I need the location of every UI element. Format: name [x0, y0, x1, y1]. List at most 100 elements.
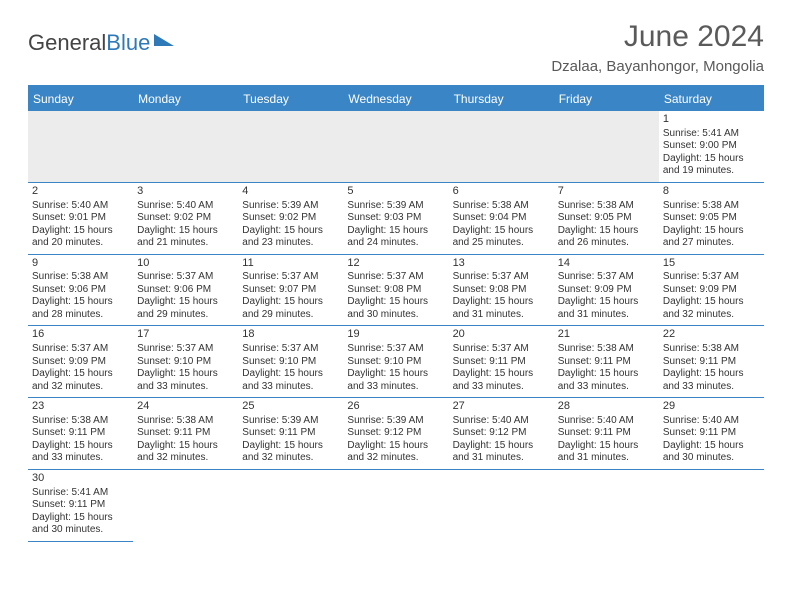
sunset-line: Sunset: 9:11 PM	[242, 427, 339, 440]
daylight-line: Daylight: 15 hours	[137, 440, 234, 453]
daylight-line-2: and 24 minutes.	[347, 237, 444, 250]
daylight-line: Daylight: 15 hours	[453, 296, 550, 309]
day-cell: 8Sunrise: 5:38 AMSunset: 9:05 PMDaylight…	[659, 183, 764, 255]
sunrise-line: Sunrise: 5:39 AM	[347, 200, 444, 213]
sunset-line: Sunset: 9:06 PM	[137, 284, 234, 297]
day-cell: 27Sunrise: 5:40 AMSunset: 9:12 PMDayligh…	[449, 398, 554, 470]
day-number: 3	[137, 185, 234, 199]
day-cell: 19Sunrise: 5:37 AMSunset: 9:10 PMDayligh…	[343, 326, 448, 398]
daylight-line: Daylight: 15 hours	[32, 296, 129, 309]
daylight-line: Daylight: 15 hours	[663, 296, 760, 309]
daylight-line: Daylight: 15 hours	[347, 368, 444, 381]
day-number: 28	[558, 400, 655, 414]
daylight-line: Daylight: 15 hours	[663, 368, 760, 381]
weekday-header: Wednesday	[343, 87, 448, 111]
day-cell: 3Sunrise: 5:40 AMSunset: 9:02 PMDaylight…	[133, 183, 238, 255]
sunset-line: Sunset: 9:10 PM	[347, 356, 444, 369]
daylight-line-2: and 33 minutes.	[347, 381, 444, 394]
day-number: 2	[32, 185, 129, 199]
calendar-grid: SundayMondayTuesdayWednesdayThursdayFrid…	[28, 85, 764, 542]
daylight-line: Daylight: 15 hours	[137, 225, 234, 238]
sunrise-line: Sunrise: 5:41 AM	[32, 487, 129, 500]
daylight-line-2: and 19 minutes.	[663, 165, 760, 178]
daylight-line-2: and 23 minutes.	[242, 237, 339, 250]
day-cell: 17Sunrise: 5:37 AMSunset: 9:10 PMDayligh…	[133, 326, 238, 398]
daylight-line-2: and 30 minutes.	[663, 452, 760, 465]
day-number: 13	[453, 257, 550, 271]
sunset-line: Sunset: 9:12 PM	[453, 427, 550, 440]
daylight-line: Daylight: 15 hours	[558, 296, 655, 309]
sunset-line: Sunset: 9:05 PM	[663, 212, 760, 225]
trailing-empty-cell	[133, 470, 238, 542]
day-cell: 15Sunrise: 5:37 AMSunset: 9:09 PMDayligh…	[659, 255, 764, 327]
daylight-line-2: and 33 minutes.	[32, 452, 129, 465]
daylight-line: Daylight: 15 hours	[558, 440, 655, 453]
daylight-line: Daylight: 15 hours	[137, 296, 234, 309]
day-cell: 28Sunrise: 5:40 AMSunset: 9:11 PMDayligh…	[554, 398, 659, 470]
day-number: 21	[558, 328, 655, 342]
day-cell: 9Sunrise: 5:38 AMSunset: 9:06 PMDaylight…	[28, 255, 133, 327]
daylight-line: Daylight: 15 hours	[242, 225, 339, 238]
blank-cell	[554, 111, 659, 183]
sunset-line: Sunset: 9:10 PM	[137, 356, 234, 369]
day-cell: 30Sunrise: 5:41 AMSunset: 9:11 PMDayligh…	[28, 470, 133, 542]
day-number: 15	[663, 257, 760, 271]
sunrise-line: Sunrise: 5:39 AM	[347, 415, 444, 428]
sunrise-line: Sunrise: 5:37 AM	[453, 343, 550, 356]
day-cell: 14Sunrise: 5:37 AMSunset: 9:09 PMDayligh…	[554, 255, 659, 327]
logo: GeneralBlue	[28, 20, 174, 56]
sunrise-line: Sunrise: 5:37 AM	[137, 343, 234, 356]
daylight-line: Daylight: 15 hours	[347, 225, 444, 238]
sunrise-line: Sunrise: 5:40 AM	[453, 415, 550, 428]
day-number: 10	[137, 257, 234, 271]
sunrise-line: Sunrise: 5:39 AM	[242, 200, 339, 213]
daylight-line-2: and 31 minutes.	[558, 452, 655, 465]
blank-cell	[449, 111, 554, 183]
daylight-line-2: and 20 minutes.	[32, 237, 129, 250]
day-number: 23	[32, 400, 129, 414]
day-number: 12	[347, 257, 444, 271]
day-cell: 21Sunrise: 5:38 AMSunset: 9:11 PMDayligh…	[554, 326, 659, 398]
day-cell: 13Sunrise: 5:37 AMSunset: 9:08 PMDayligh…	[449, 255, 554, 327]
sunset-line: Sunset: 9:03 PM	[347, 212, 444, 225]
daylight-line-2: and 21 minutes.	[137, 237, 234, 250]
month-title: June 2024	[551, 20, 764, 54]
sunrise-line: Sunrise: 5:37 AM	[347, 343, 444, 356]
day-cell: 20Sunrise: 5:37 AMSunset: 9:11 PMDayligh…	[449, 326, 554, 398]
weekday-header: Thursday	[449, 87, 554, 111]
blank-cell	[28, 111, 133, 183]
daylight-line-2: and 33 minutes.	[663, 381, 760, 394]
day-number: 30	[32, 472, 129, 486]
blank-cell	[238, 111, 343, 183]
daylight-line-2: and 32 minutes.	[242, 452, 339, 465]
sunset-line: Sunset: 9:01 PM	[32, 212, 129, 225]
sunrise-line: Sunrise: 5:37 AM	[453, 271, 550, 284]
sunrise-line: Sunrise: 5:41 AM	[663, 128, 760, 141]
day-cell: 7Sunrise: 5:38 AMSunset: 9:05 PMDaylight…	[554, 183, 659, 255]
sunset-line: Sunset: 9:11 PM	[137, 427, 234, 440]
logo-text: GeneralBlue	[28, 30, 150, 56]
daylight-line: Daylight: 15 hours	[663, 225, 760, 238]
day-cell: 4Sunrise: 5:39 AMSunset: 9:02 PMDaylight…	[238, 183, 343, 255]
daylight-line: Daylight: 15 hours	[32, 512, 129, 525]
daylight-line: Daylight: 15 hours	[242, 296, 339, 309]
daylight-line-2: and 31 minutes.	[558, 309, 655, 322]
day-cell: 16Sunrise: 5:37 AMSunset: 9:09 PMDayligh…	[28, 326, 133, 398]
sunrise-line: Sunrise: 5:38 AM	[558, 343, 655, 356]
day-number: 17	[137, 328, 234, 342]
daylight-line-2: and 33 minutes.	[558, 381, 655, 394]
sunset-line: Sunset: 9:07 PM	[242, 284, 339, 297]
sunrise-line: Sunrise: 5:37 AM	[137, 271, 234, 284]
sunset-line: Sunset: 9:11 PM	[558, 356, 655, 369]
daylight-line: Daylight: 15 hours	[32, 225, 129, 238]
daylight-line-2: and 32 minutes.	[32, 381, 129, 394]
sunset-line: Sunset: 9:09 PM	[32, 356, 129, 369]
daylight-line: Daylight: 15 hours	[663, 440, 760, 453]
sunset-line: Sunset: 9:00 PM	[663, 140, 760, 153]
daylight-line: Daylight: 15 hours	[453, 225, 550, 238]
day-number: 19	[347, 328, 444, 342]
sunset-line: Sunset: 9:12 PM	[347, 427, 444, 440]
location-subtitle: Dzalaa, Bayanhongor, Mongolia	[551, 58, 764, 75]
sunset-line: Sunset: 9:09 PM	[558, 284, 655, 297]
day-number: 22	[663, 328, 760, 342]
